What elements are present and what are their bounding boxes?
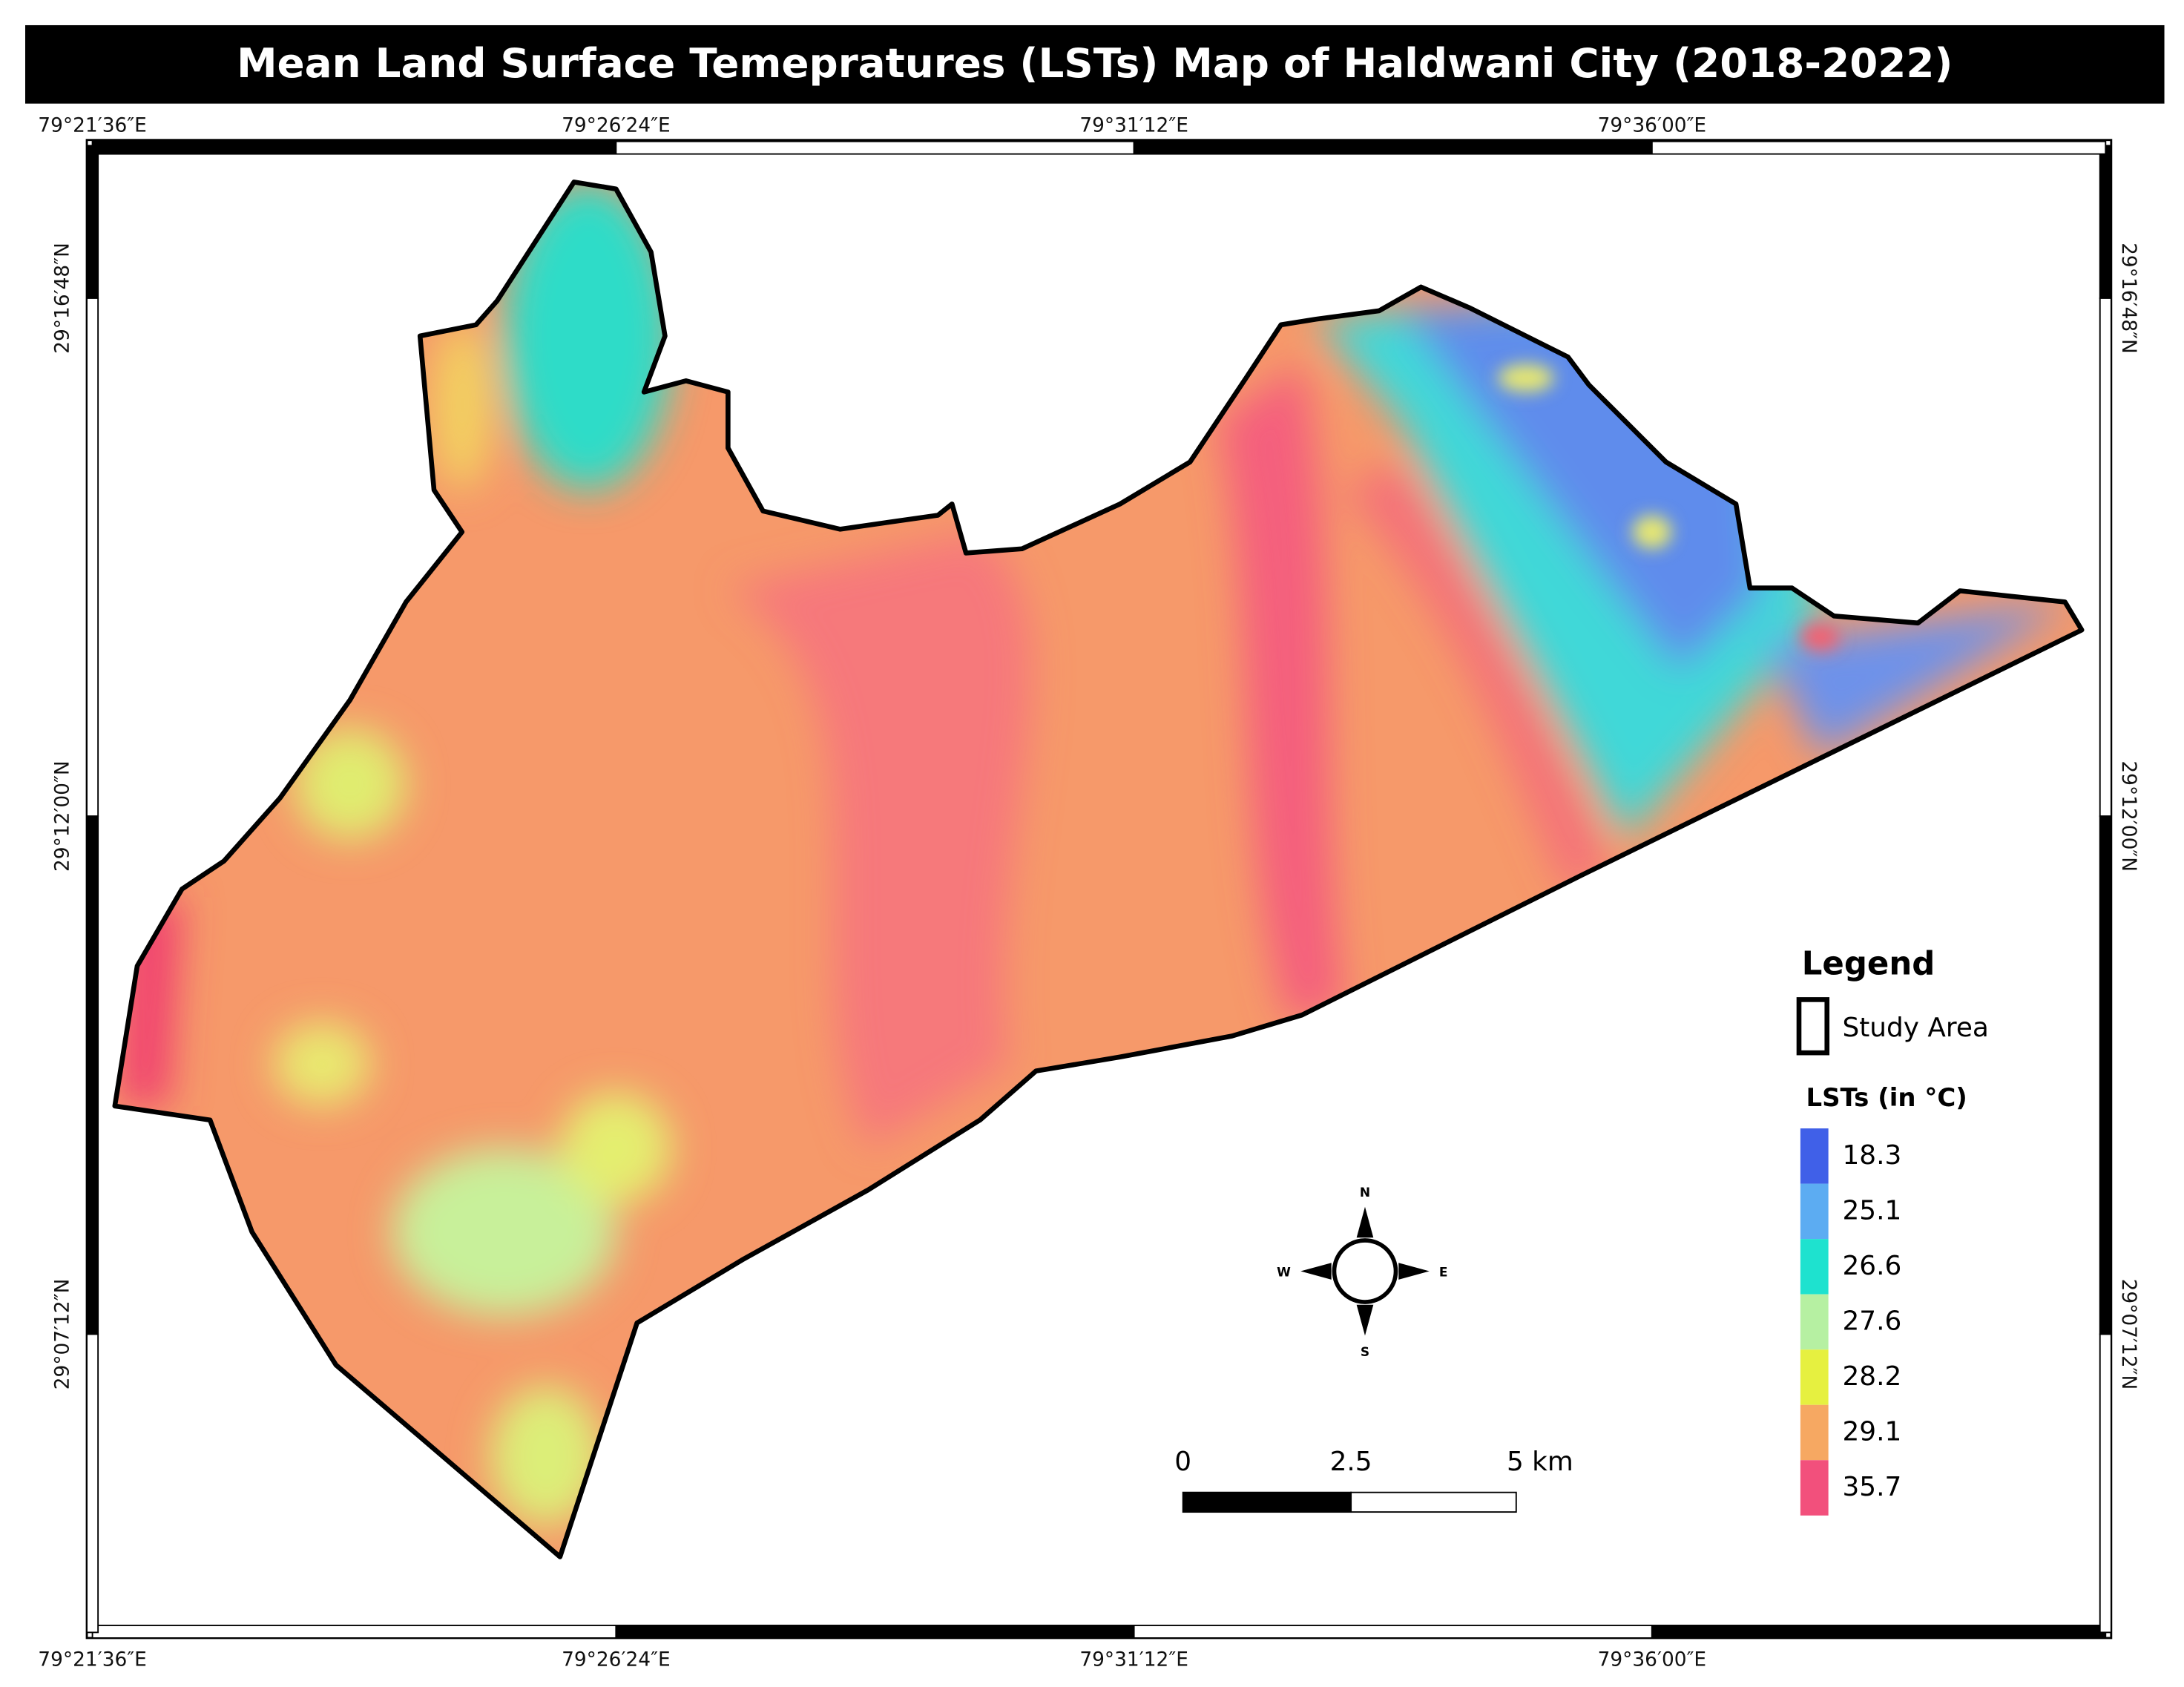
lst-class-label: 27.6 [1843,1306,1902,1336]
frame-segment [2099,297,2112,818]
frame-segment [1133,140,1653,155]
longitude-label: 79°21′36″E [38,1648,147,1671]
frame-segment [91,140,617,155]
lst-class-label: 25.1 [1843,1195,1902,1226]
longitude-label: 79°26′24″E [562,1648,671,1671]
latitude-label: 29°16′48″N [2117,243,2140,354]
legend-title: Legend [1802,946,1935,983]
frame-segment [86,815,99,1335]
longitude-label: 79°21′36″E [38,114,147,137]
north-arrow: N S W E [1277,1185,1447,1360]
lst-swatch [1800,1460,1829,1516]
scale-label: 2.5 [1330,1447,1372,1477]
compass-s: S [1361,1345,1369,1360]
lst-legend-title: LSTs (in °C) [1806,1083,1967,1113]
latitude-label: 29°07′12″N [2117,1279,2140,1390]
frame-segment [615,1625,1135,1639]
frame-segment [2099,815,2112,1335]
frame-segment [1133,1625,1653,1639]
longitude-label: 79°26′24″E [562,114,671,137]
frame-segment [86,297,99,818]
lst-swatch [1800,1128,1829,1184]
map-title: Mean Land Surface Temepratures (LSTs) Ma… [237,39,1953,87]
longitude-label: 79°31′12″E [1079,1648,1188,1671]
frame-segment [86,1333,99,1634]
latitude-label: 29°16′48″N [50,243,73,354]
frame-segment [2099,145,2112,299]
lst-class-label: 29.1 [1843,1416,1902,1447]
compass-n: N [1360,1185,1370,1200]
lst-class-label: 26.6 [1843,1251,1902,1281]
lst-class-label: 18.3 [1843,1140,1902,1171]
lst-class-label: 35.7 [1843,1472,1902,1502]
latitude-label: 29°07′12″N [50,1279,73,1390]
frame-segment [615,140,1135,155]
frame-segment [86,145,99,299]
frame-segment [2099,1333,2112,1634]
frame-segment [1651,140,2107,155]
lst-swatch [1800,1294,1829,1350]
scale-label: 5 km [1507,1447,1573,1477]
scale-label: 0 [1174,1447,1191,1477]
study-area-label: Study Area [1843,1013,1989,1043]
lst-swatch [1800,1239,1829,1295]
longitude-label: 79°36′00″E [1598,114,1707,137]
compass-e: E [1439,1265,1448,1280]
compass-w: W [1277,1265,1291,1280]
frame-segment [1651,1625,2107,1639]
lst-swatch [1800,1349,1829,1405]
latitude-label: 29°12′00″N [50,760,73,872]
legend: Legend Study Area LSTs (in °C) 18.3 25.1 2… [1796,946,1989,1516]
longitude-label: 79°36′00″E [1598,1648,1707,1671]
frame-segment [91,1625,617,1639]
lst-swatch [1800,1183,1829,1240]
lst-swatch [1800,1404,1829,1461]
study-area-symbol [1796,997,1830,1056]
latitude-label: 29°12′00″N [2117,760,2140,872]
lst-class-label: 28.2 [1843,1361,1902,1392]
scale-bar: 0 2.5 5 km [1174,1447,1573,1513]
title-bar [25,24,2165,104]
longitude-label: 79°31′12″E [1079,114,1188,137]
neatline [86,140,2112,1639]
